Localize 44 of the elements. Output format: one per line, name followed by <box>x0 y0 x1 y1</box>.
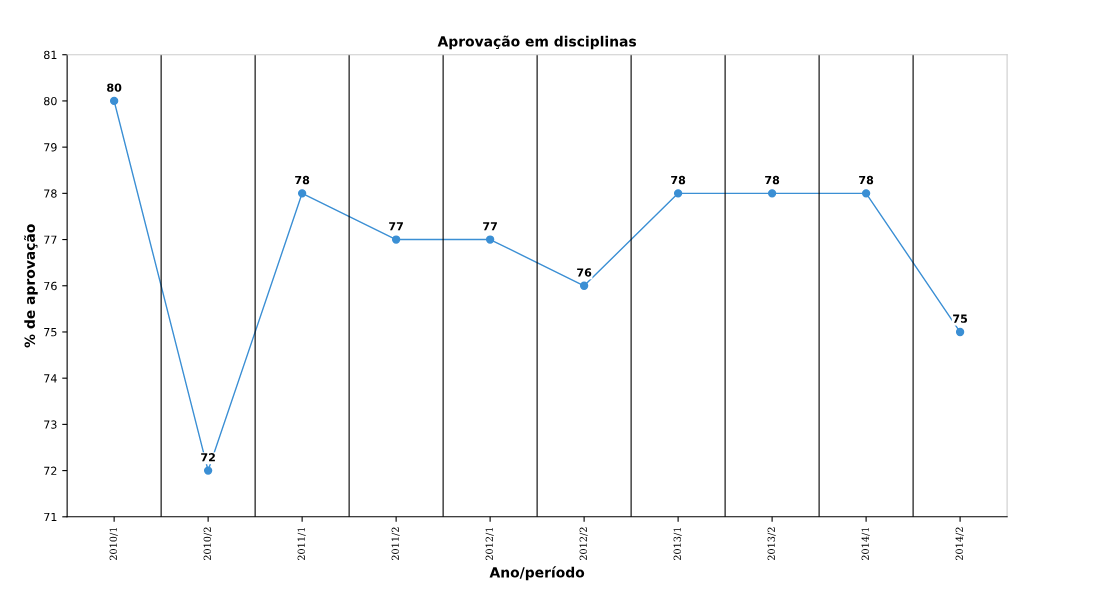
point <box>767 189 777 198</box>
data-label: 77 <box>483 222 497 231</box>
y-tick-label: 75 <box>44 328 57 337</box>
data-label: 78 <box>859 175 874 185</box>
y-tick-label: 81 <box>44 50 57 60</box>
x-tick-label: 2012/2 <box>579 527 588 561</box>
data-label: 75 <box>953 314 968 323</box>
point <box>391 235 401 244</box>
y-tick-label: 72 <box>44 466 57 475</box>
point <box>297 189 307 198</box>
y-tick-label: 80 <box>44 96 57 106</box>
x-tick-label: 2013/1 <box>673 527 682 561</box>
data-label: 80 <box>107 83 122 92</box>
data-label: 78 <box>671 175 686 185</box>
chart-title: Aprovação em disciplinas <box>437 35 637 50</box>
y-tick-label: 74 <box>44 374 57 383</box>
point <box>579 281 589 290</box>
x-axis-title: Ano/período <box>489 566 585 581</box>
point <box>203 466 213 475</box>
point <box>485 235 495 244</box>
data-label: 78 <box>295 175 310 185</box>
data-label: 78 <box>765 175 780 185</box>
data-label: 76 <box>577 268 592 277</box>
point <box>673 189 683 198</box>
y-axis-title: % de aprovação <box>24 224 38 348</box>
point <box>861 189 871 198</box>
y-tick-label: 73 <box>44 420 57 429</box>
x-tick-label: 2011/1 <box>297 527 306 561</box>
x-tick-label: 2011/2 <box>391 527 400 561</box>
y-tick-label: 71 <box>44 512 57 522</box>
point <box>109 96 119 106</box>
y-tick-label: 77 <box>44 235 57 244</box>
x-tick-label: 2014/2 <box>955 527 964 561</box>
x-tick-label: 2010/1 <box>109 527 118 561</box>
y-tick-label: 79 <box>44 143 57 152</box>
x-tick-label: 2013/2 <box>767 527 776 561</box>
y-tick-label: 76 <box>44 281 57 291</box>
x-tick-label: 2010/2 <box>203 527 212 561</box>
x-tick-label: 2014/1 <box>861 527 870 561</box>
data-label: 77 <box>389 222 403 231</box>
point <box>955 327 965 337</box>
data-label: 72 <box>201 453 215 462</box>
x-tick-label: 2012/1 <box>485 527 494 561</box>
y-tick-label: 78 <box>44 189 57 198</box>
